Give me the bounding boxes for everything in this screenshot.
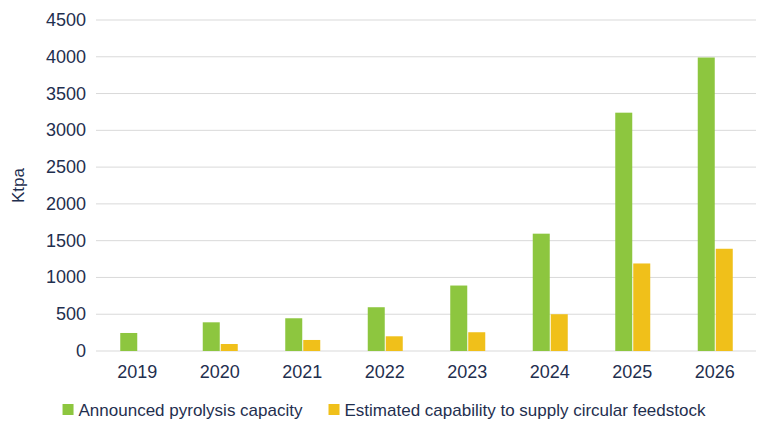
y-tick-label: 0 xyxy=(76,341,86,361)
grid-line xyxy=(96,240,756,241)
chart: 0 500 1000 1500 2000 2500 3000 3500 4000 4500 Ktpa… xyxy=(0,0,768,432)
bar xyxy=(221,344,238,351)
legend-swatch xyxy=(63,404,74,415)
y-tick-label: 3500 xyxy=(46,84,86,104)
bar xyxy=(386,336,403,351)
legend-swatch xyxy=(329,404,340,415)
bar xyxy=(303,340,320,351)
y-tick-label: 3000 xyxy=(46,120,86,140)
bar xyxy=(285,318,302,351)
y-tick-label: 500 xyxy=(56,304,86,324)
bar xyxy=(120,333,137,351)
x-tick-label: 2026 xyxy=(695,362,735,382)
x-tick-label: 2021 xyxy=(282,362,322,382)
grid-line xyxy=(96,130,756,131)
y-axis-label: Ktpa xyxy=(9,167,28,203)
bar xyxy=(138,351,155,352)
grid-line xyxy=(96,167,756,168)
grid-line xyxy=(96,203,756,204)
x-tick-label: 2020 xyxy=(200,362,240,382)
grid-line xyxy=(96,314,756,315)
bar xyxy=(450,286,467,351)
bar xyxy=(633,263,650,351)
bar xyxy=(203,322,220,351)
grid-line xyxy=(96,56,756,57)
bar xyxy=(615,113,632,351)
grid-line xyxy=(96,351,756,352)
grid-line xyxy=(96,20,756,21)
bar xyxy=(468,332,485,351)
grid-line xyxy=(96,277,756,278)
x-tick-label: 2019 xyxy=(117,362,157,382)
legend-label: Estimated capability to supply circular … xyxy=(345,401,706,420)
grid-line xyxy=(96,93,756,94)
y-tick-label: 4000 xyxy=(46,47,86,67)
bar xyxy=(533,234,550,351)
y-tick-label: 1000 xyxy=(46,267,86,287)
x-tick-label: 2024 xyxy=(530,362,570,382)
bar xyxy=(698,58,715,351)
x-tick-label: 2025 xyxy=(612,362,652,382)
x-tick-label: 2023 xyxy=(447,362,487,382)
y-tick-label: 1500 xyxy=(46,231,86,251)
bars xyxy=(120,58,733,351)
bar xyxy=(551,314,568,351)
y-tick-label: 4500 xyxy=(46,10,86,30)
legend-label: Announced pyrolysis capacity xyxy=(79,401,303,420)
x-tick-label: 2022 xyxy=(365,362,405,382)
bar xyxy=(368,307,385,351)
legend: Announced pyrolysis capacity Estimated ca… xyxy=(63,401,706,420)
y-tick-label: 2500 xyxy=(46,157,86,177)
bar xyxy=(716,249,733,351)
y-tick-label: 2000 xyxy=(46,194,86,214)
